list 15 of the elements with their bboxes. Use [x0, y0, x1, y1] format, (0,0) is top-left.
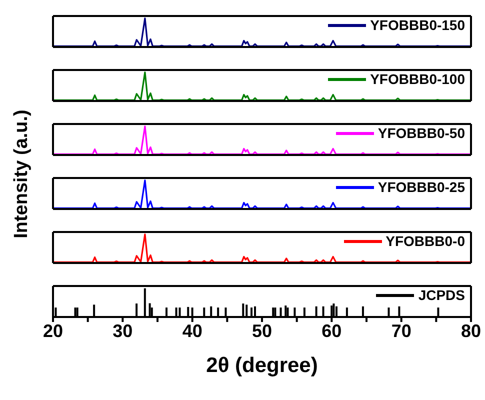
legend-label: JCPDS [418, 287, 465, 303]
x-tick-label: 40 [182, 320, 202, 341]
legend-label: YFOBBB0-150 [370, 17, 465, 33]
x-tick-label: 80 [460, 320, 482, 341]
x-tick-label: 70 [391, 320, 412, 341]
x-tick-label: 60 [322, 320, 342, 341]
y-axis-title: Intensity (a.u.) [10, 108, 33, 240]
legend-label: YFOBBB0-50 [378, 125, 465, 141]
x-tick-label: 30 [112, 320, 133, 341]
x-tick-label: 50 [252, 320, 272, 341]
legend-label: YFOBBB0-25 [378, 179, 465, 195]
x-axis-title: 2θ (degree) [206, 354, 318, 377]
legend-label: YFOBBB0-0 [386, 233, 465, 249]
x-tick-label: 20 [42, 320, 64, 341]
legend-label: YFOBBB0-100 [370, 71, 465, 87]
